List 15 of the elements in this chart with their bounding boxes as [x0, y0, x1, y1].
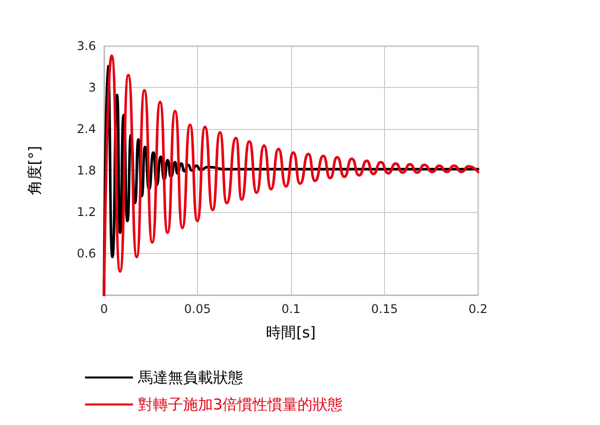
x-tick-label: 0.1 — [281, 302, 301, 316]
y-axis-title: 角度[°] — [26, 146, 44, 196]
legend-label: 對轉子施加3倍慣性慣量的狀態 — [138, 396, 343, 414]
x-tick-label: 0.2 — [468, 302, 488, 316]
y-tick-label: 3 — [88, 80, 96, 94]
x-tick-label: 0.05 — [184, 302, 211, 316]
x-tick-label: 0 — [100, 302, 108, 316]
y-tick-label: 1.2 — [76, 205, 96, 219]
x-axis-title: 時間[s] — [266, 324, 316, 342]
legend-label: 馬達無負載狀態 — [137, 368, 243, 386]
y-tick-label: 3.6 — [76, 39, 96, 53]
y-tick-label: 2.4 — [76, 122, 96, 136]
y-tick-label: 0.6 — [76, 246, 96, 260]
y-tick-label: 1.8 — [76, 164, 96, 178]
x-tick-label: 0.15 — [371, 302, 398, 316]
